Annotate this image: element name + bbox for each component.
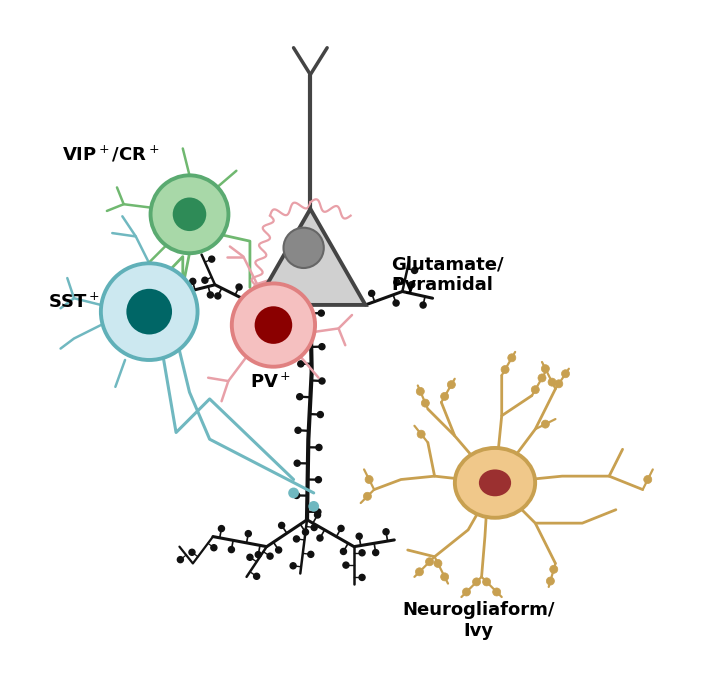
Circle shape: [308, 551, 314, 557]
Circle shape: [421, 399, 429, 407]
Circle shape: [493, 588, 501, 596]
Circle shape: [483, 578, 491, 586]
Circle shape: [538, 374, 546, 382]
Circle shape: [394, 280, 400, 286]
Circle shape: [202, 277, 208, 283]
Circle shape: [426, 558, 433, 566]
Circle shape: [341, 548, 346, 554]
Circle shape: [383, 529, 389, 535]
Circle shape: [434, 559, 442, 567]
Circle shape: [416, 387, 424, 395]
Circle shape: [256, 552, 261, 558]
Circle shape: [253, 573, 260, 580]
Circle shape: [508, 354, 516, 362]
Circle shape: [236, 284, 242, 290]
Circle shape: [365, 475, 373, 483]
Ellipse shape: [479, 469, 511, 496]
Text: PV$^+$: PV$^+$: [250, 372, 291, 392]
Circle shape: [316, 444, 322, 450]
Circle shape: [369, 290, 375, 297]
Circle shape: [245, 531, 251, 537]
Circle shape: [229, 546, 234, 552]
Circle shape: [215, 293, 221, 299]
Circle shape: [315, 509, 321, 515]
Text: Glutamate/
Pyramidal: Glutamate/ Pyramidal: [391, 255, 503, 294]
Circle shape: [549, 565, 558, 573]
Circle shape: [338, 525, 344, 531]
Circle shape: [318, 310, 324, 316]
Circle shape: [311, 525, 317, 531]
Circle shape: [298, 361, 304, 367]
Circle shape: [561, 370, 569, 378]
Circle shape: [555, 380, 563, 388]
Circle shape: [644, 475, 652, 483]
Circle shape: [420, 302, 426, 308]
Circle shape: [232, 284, 315, 367]
Circle shape: [363, 492, 372, 500]
Circle shape: [190, 278, 196, 284]
Circle shape: [343, 562, 349, 568]
Circle shape: [211, 545, 217, 551]
Circle shape: [173, 198, 206, 231]
Circle shape: [417, 430, 426, 438]
Circle shape: [472, 578, 481, 586]
Circle shape: [409, 282, 415, 288]
Ellipse shape: [455, 448, 535, 518]
Circle shape: [293, 536, 299, 542]
Circle shape: [447, 380, 455, 389]
Circle shape: [440, 393, 449, 400]
Circle shape: [294, 492, 299, 498]
Circle shape: [542, 420, 549, 428]
Circle shape: [295, 427, 301, 433]
Circle shape: [288, 487, 299, 498]
Circle shape: [548, 378, 556, 386]
Circle shape: [295, 460, 300, 466]
Circle shape: [317, 412, 324, 418]
Circle shape: [297, 394, 303, 399]
Circle shape: [359, 550, 365, 556]
Circle shape: [290, 563, 296, 569]
Circle shape: [297, 327, 303, 333]
Text: VIP$^+$/CR$^+$: VIP$^+$/CR$^+$: [62, 144, 159, 164]
Circle shape: [372, 550, 379, 556]
Circle shape: [255, 306, 292, 344]
Circle shape: [219, 525, 224, 531]
Circle shape: [275, 547, 282, 553]
Circle shape: [440, 573, 449, 581]
Circle shape: [531, 386, 539, 394]
Circle shape: [319, 344, 325, 350]
Circle shape: [209, 256, 215, 262]
Circle shape: [189, 549, 195, 555]
Text: Neurogliaform/
Ivy: Neurogliaform/ Ivy: [402, 601, 554, 640]
Circle shape: [241, 307, 248, 312]
Circle shape: [302, 529, 309, 535]
Circle shape: [319, 378, 325, 384]
Circle shape: [416, 568, 423, 576]
Circle shape: [542, 365, 549, 373]
Circle shape: [315, 477, 321, 483]
Circle shape: [279, 523, 285, 529]
Circle shape: [462, 588, 471, 596]
Circle shape: [314, 512, 321, 518]
Circle shape: [359, 574, 365, 580]
Circle shape: [317, 535, 323, 541]
Text: SST$^+$: SST$^+$: [48, 292, 101, 311]
Circle shape: [547, 577, 554, 585]
Circle shape: [309, 501, 319, 512]
Circle shape: [207, 292, 213, 298]
Circle shape: [501, 366, 509, 374]
Circle shape: [267, 553, 273, 559]
Circle shape: [101, 263, 198, 360]
Circle shape: [356, 533, 362, 540]
Circle shape: [151, 175, 229, 253]
Circle shape: [283, 227, 324, 268]
Polygon shape: [256, 209, 365, 305]
Circle shape: [177, 556, 183, 563]
Circle shape: [411, 267, 418, 274]
Circle shape: [127, 289, 172, 334]
Circle shape: [393, 300, 399, 306]
Circle shape: [247, 554, 253, 561]
